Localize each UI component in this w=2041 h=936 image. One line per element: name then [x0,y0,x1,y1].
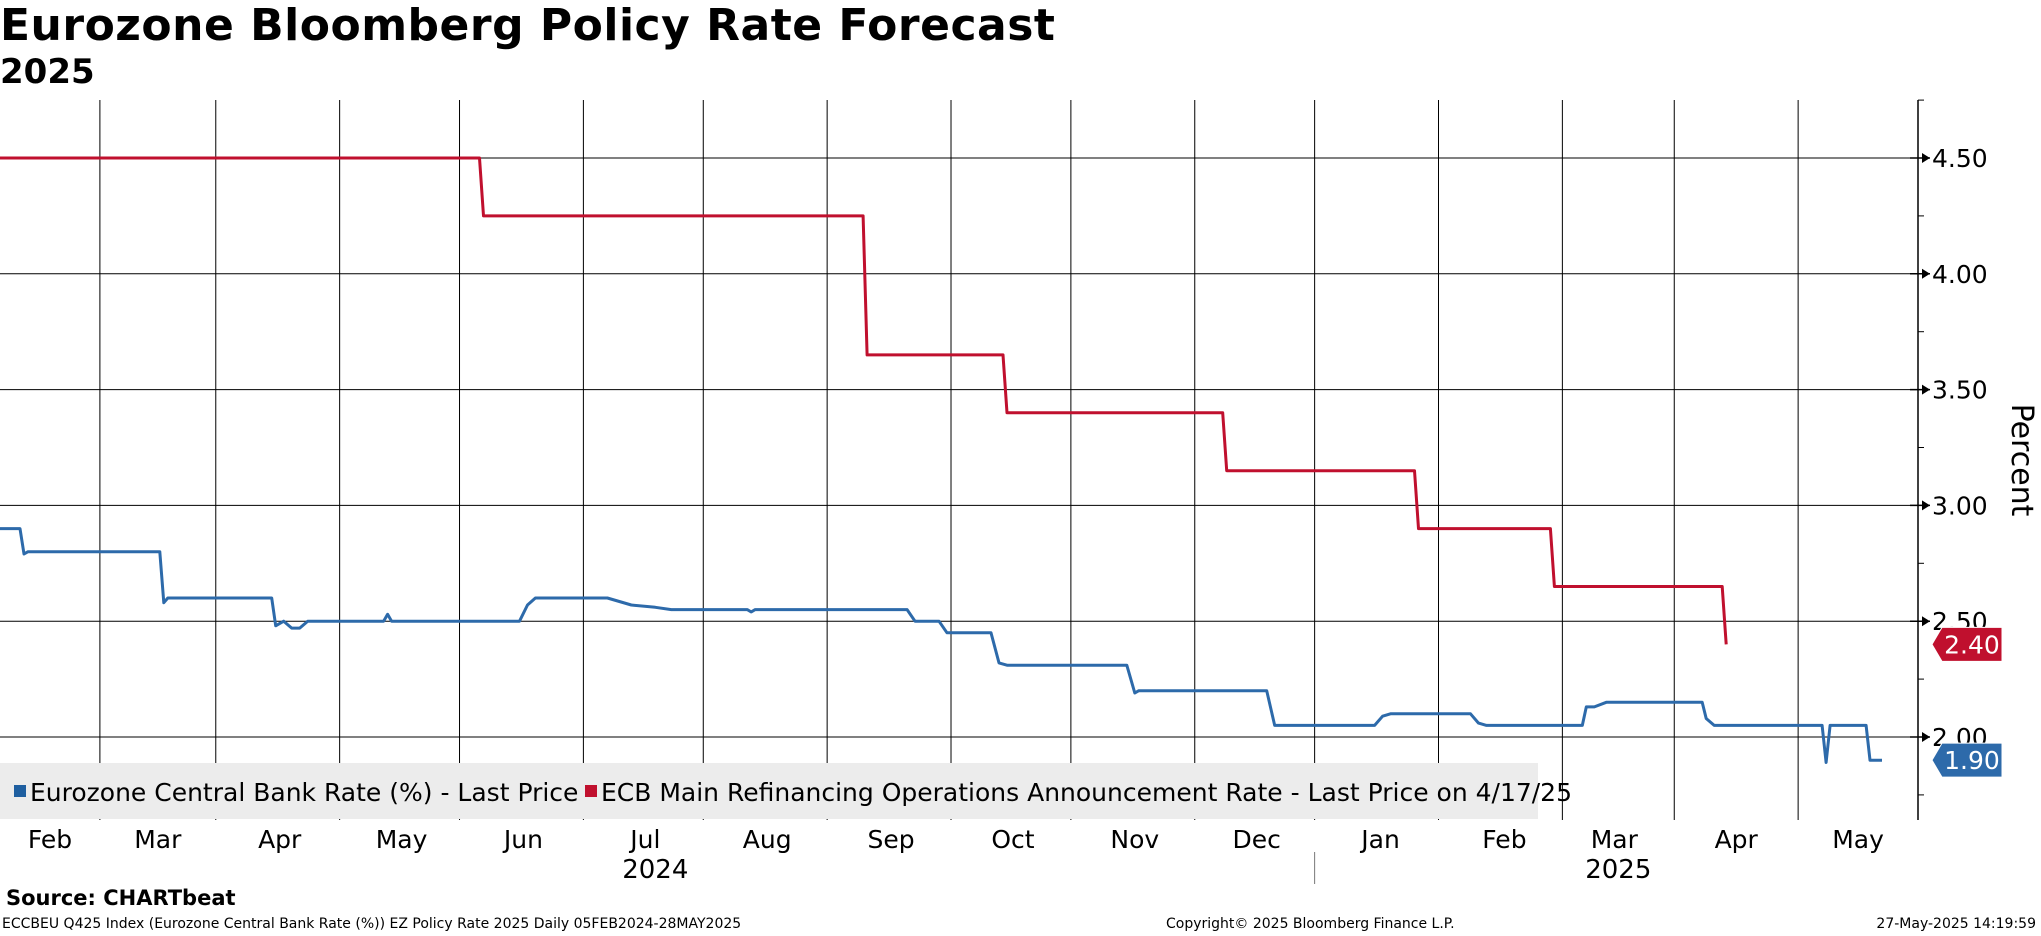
ecb-refi-rate-line [0,156,1728,645]
x-tick-label: Feb [1482,825,1526,854]
x-year-label: 2024 [622,855,688,885]
last-value-label: 2.40 [1944,630,2000,659]
source-note: Source: CHARTbeat [6,886,236,910]
y-tick-label: 3.50 [1932,376,1988,405]
y-tick-marker [1922,732,1930,742]
x-tick-label: May [376,825,428,854]
x-tick-label: Apr [1715,825,1759,854]
chart-title: Eurozone Bloomberg Policy Rate Forecast [0,0,1056,51]
ecb-last-value-badge [1931,626,2003,662]
y-tick-label: 3.00 [1932,491,1988,520]
legend-swatch [585,785,597,797]
copyright-note: Copyright© 2025 Bloomberg Finance L.P. [1166,916,1455,932]
legend: Eurozone Central Bank Rate (%) - Last Pr… [0,763,1572,819]
legend-swatch [14,785,26,797]
x-tick-label: Jul [628,825,660,854]
y-tick-label: 4.00 [1932,260,1988,289]
x-tick-label: Sep [868,825,915,854]
x-year-label: 2025 [1585,855,1651,885]
x-tick-label: Apr [258,825,302,854]
legend-label: Eurozone Central Bank Rate (%) - Last Pr… [30,778,578,807]
x-tick-label: Dec [1232,825,1280,854]
gridlines [0,100,1918,820]
x-tick-label: Oct [991,825,1034,854]
timestamp: 27-May-2025 14:19:59 [1876,916,2036,932]
x-tick-label: Aug [743,825,792,854]
x-tick-label: Mar [134,825,182,854]
y-tick-marker [1922,616,1930,627]
y-tick-marker [1922,153,1930,163]
x-tick-label: Jun [502,825,543,854]
y-tick-marker [1922,500,1930,511]
y-tick-label: 4.50 [1932,144,1988,173]
last-value-badges: 1.90 2.40 [1931,626,2003,778]
x-tick-label: Nov [1110,825,1159,854]
legend-label: ECB Main Refinancing Operations Announce… [601,778,1572,807]
series-description: ECCBEU Q425 Index (Eurozone Central Bank… [2,916,742,932]
chart-subtitle: 2025 [0,52,95,92]
x-tick-label: Feb [28,825,72,854]
eurozone-rate-line [0,527,1882,764]
x-tick-label: Jan [1359,825,1400,854]
y-axis-title: Percent [2004,404,2039,517]
y-tick-marker [1922,268,1930,279]
x-tick-label: Mar [1591,825,1639,854]
last-value-label: 1.90 [1944,746,2000,775]
legend-box [0,763,1538,819]
series-lines [0,156,1882,764]
x-tick-label: May [1832,825,1884,854]
y-tick-marker [1922,384,1930,395]
eurozone-last-value-badge [1931,742,2003,778]
